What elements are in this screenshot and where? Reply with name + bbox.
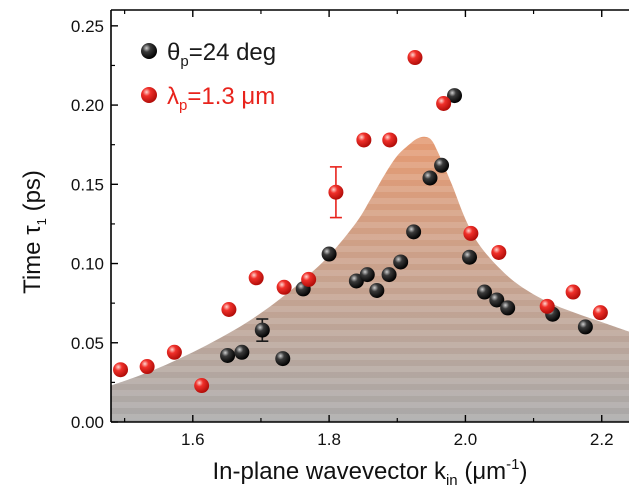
data-point-red	[463, 225, 479, 241]
axes	[110, 9, 629, 423]
data-point-red	[539, 298, 555, 314]
y-tick-label: 0.15	[71, 175, 104, 194]
ticks: 1.6 1.8 2.0 2.2 0.00 0.05 0.10 0.15 0.20 0.25	[71, 10, 614, 449]
data-point-black	[369, 282, 385, 298]
data-point-red	[194, 378, 210, 394]
data-point-black	[406, 224, 422, 240]
x-tick-label: 2.2	[590, 430, 614, 449]
x-axis-title: In-plane wavevector kin (μm-1)	[213, 456, 528, 489]
y-tick-label: 0.05	[71, 334, 104, 353]
legend-label-black: θp=24 deg	[167, 39, 276, 70]
data-point-black	[447, 88, 463, 104]
legend-label-red: λp=1.3 μm	[167, 83, 275, 114]
data-point-black	[462, 249, 478, 265]
legend-marker-black	[141, 43, 157, 59]
x-tick-label: 1.6	[181, 430, 205, 449]
x-tick-label: 1.8	[317, 430, 341, 449]
data-point-red	[592, 305, 608, 321]
y-axis-title: Time τ1 (ps)	[19, 170, 49, 294]
data-point-red	[166, 344, 182, 360]
data-point-black	[321, 246, 337, 262]
data-point-black	[434, 157, 450, 173]
data-point-black	[254, 322, 270, 338]
legend-marker-red	[141, 87, 157, 103]
data-point-red	[436, 95, 452, 111]
data-point-red	[356, 132, 372, 148]
data-point-red	[301, 271, 317, 287]
series-layer	[113, 50, 608, 394]
data-point-black	[381, 267, 397, 283]
data-point-black	[393, 254, 409, 270]
data-point-red	[565, 284, 581, 300]
data-point-black	[422, 170, 438, 186]
y-tick-label: 0.25	[71, 17, 104, 36]
data-point-black	[500, 300, 516, 316]
plot-area	[111, 50, 629, 422]
data-point-red	[382, 132, 398, 148]
data-point-red	[139, 359, 155, 375]
data-point-black	[577, 319, 593, 335]
data-point-black	[489, 292, 505, 308]
y-tick-label: 0.10	[71, 255, 104, 274]
data-point-red	[328, 184, 344, 200]
data-point-red	[113, 362, 129, 378]
y-tick-label: 0.20	[71, 96, 104, 115]
x-tick-label: 2.0	[454, 430, 478, 449]
data-point-black	[359, 267, 375, 283]
data-point-black	[275, 351, 291, 367]
data-point-black	[220, 347, 236, 363]
data-point-red	[407, 50, 423, 66]
data-point-red	[276, 279, 292, 295]
data-point-red	[248, 270, 264, 286]
y-tick-label: 0.00	[71, 413, 104, 432]
data-point-black	[234, 344, 250, 360]
data-point-black	[477, 284, 493, 300]
data-point-black	[348, 273, 364, 289]
data-point-red	[221, 301, 237, 317]
legend: θp=24 deg λp=1.3 μm	[141, 39, 276, 114]
data-point-red	[491, 244, 507, 260]
